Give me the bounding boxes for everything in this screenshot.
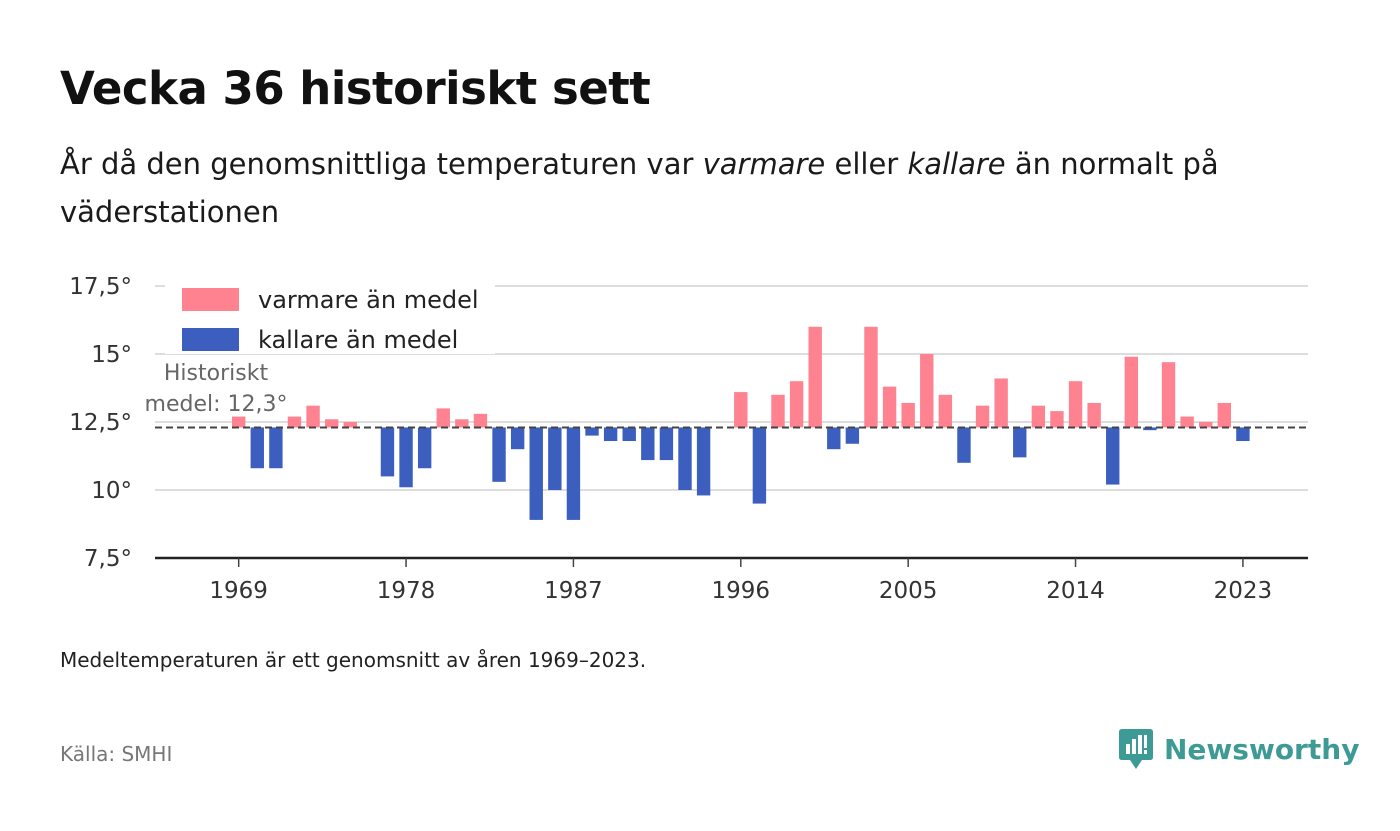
bar-cold [250,427,264,469]
bar-warm [882,386,897,428]
bar-warm [994,378,1008,428]
bars-layer [155,326,1308,520]
baseline-label-line1: Historiskt [164,361,269,386]
bar-warm [1217,402,1232,428]
bar-warm [1087,402,1101,428]
bar-warm [975,405,990,428]
x-tick-label: 1969 [209,578,268,604]
subtitle-cold: kallare [907,147,1006,181]
bar-cold [1236,427,1250,442]
bar-cold [566,427,581,520]
bar-warm [455,419,469,428]
subtitle-text-2: eller [825,147,908,181]
newsworthy-logo[interactable]: Newsworthy [1118,727,1359,771]
bar-cold [510,427,525,450]
bar-warm [789,381,804,428]
legend-label: varmare än medel [258,286,479,314]
y-tick-label: 17,5° [69,274,132,300]
y-tick-label: 12,5° [69,410,132,436]
bar-cold [622,427,636,442]
chart-subtitle: År då den genomsnittliga temperaturen va… [60,140,1300,236]
legend-swatch [182,328,239,351]
bar-cold [603,427,618,442]
y-tick-label: 7,5° [84,546,132,572]
x-tick-label: 1987 [544,578,603,604]
bar-cold [1106,427,1120,485]
bar-cold [957,427,971,463]
bar-cold [1013,427,1027,458]
bar-warm [1031,405,1046,428]
bar-warm [287,416,302,428]
bar-cold [380,427,395,477]
chart-title: Vecka 36 historiskt sett [60,62,651,115]
bar-cold [752,427,767,504]
subtitle-warm: varmare [702,147,826,181]
bar-warm [920,354,934,428]
bar-cold [492,427,506,482]
bar-warm [938,394,953,428]
bar-cold [641,427,655,461]
bar-cold [1143,427,1157,431]
bar-warm [1199,422,1213,428]
bar-warm [901,402,915,428]
bar-warm [231,416,246,428]
footnote: Medeltemperaturen är ett genomsnitt av å… [60,648,647,672]
baseline-label-line2: medel: 12,3° [145,392,288,417]
bar-cold [678,427,692,490]
y-tick-label: 15° [91,342,132,368]
bar-cold [827,427,841,450]
bar-warm [734,392,748,428]
legend: varmare än medel kallare än medel [165,274,495,354]
subtitle-text-3: än normalt på väderstationen [60,147,1219,229]
subtitle-text-1: År då den genomsnittliga temperaturen va… [60,147,703,181]
y-tick-label: 10° [91,478,132,504]
newsworthy-icon [1119,729,1153,769]
legend-label: kallare än medel [258,326,458,354]
bar-warm [1050,411,1064,428]
temperature-bar-chart: 7,5° 10° 12,5° 15° 17,5° 1969 1978 1987 1996 2005… [69,274,1308,604]
baseline-annotation: Historiskt medel: 12,3° [145,361,288,417]
bar-cold [659,427,674,461]
bar-warm [1124,356,1139,428]
x-tick-label: 1996 [712,578,771,604]
bar-warm [306,405,320,428]
bar-warm [808,326,822,428]
x-tick-label: 2005 [879,578,938,604]
bar-warm [1180,416,1194,428]
x-tick-label: 2014 [1046,578,1105,604]
bar-warm [864,326,878,428]
bar-warm [1068,381,1083,428]
bar-cold [529,427,543,520]
bar-cold [269,427,283,469]
bar-cold [417,427,432,469]
bar-warm [436,408,450,428]
legend-swatch [182,288,239,311]
bar-warm [324,419,339,428]
bar-warm [473,413,488,428]
bar-cold [585,427,599,436]
x-tick-label: 2023 [1214,578,1273,604]
bar-warm [771,394,785,428]
x-tick-label: 1978 [377,578,436,604]
bar-cold [548,427,562,490]
bar-cold [399,427,413,488]
bar-cold [845,427,860,444]
bar-cold [696,427,711,496]
axis-layer: 7,5° 10° 12,5° 15° 17,5° 1969 1978 1987 1996 2005… [69,274,1308,604]
source-label: Källa: SMHI [60,742,173,766]
bar-warm [343,422,357,428]
bar-warm [1161,362,1176,428]
brand-name: Newsworthy [1164,732,1360,766]
